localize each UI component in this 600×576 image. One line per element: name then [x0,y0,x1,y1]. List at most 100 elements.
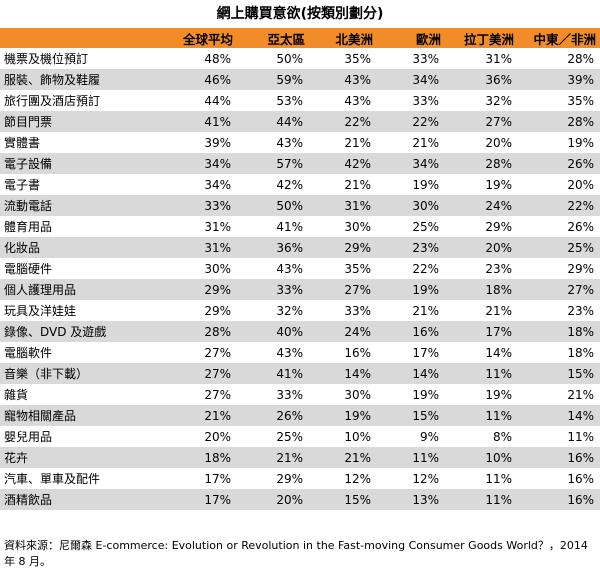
column-header-latin-america: 拉丁美洲 [445,28,518,48]
category-cell: 機票及機位預訂 [0,48,175,69]
value-cell: 22% [377,111,445,132]
value-cell: 33% [377,48,445,69]
value-cell: 16% [309,342,377,363]
category-cell: 玩具及洋娃娃 [0,300,175,321]
value-cell: 11% [445,363,518,384]
table-row: 寵物相關產品 21% 26% 19% 15% 11% 14% [0,405,600,426]
value-cell: 57% [237,153,309,174]
value-cell: 50% [237,195,309,216]
value-cell: 44% [175,90,237,111]
value-cell: 32% [237,300,309,321]
value-cell: 35% [309,258,377,279]
value-cell: 29% [445,216,518,237]
value-cell: 19% [445,174,518,195]
table-row: 電腦軟件 27% 43% 16% 17% 14% 18% [0,342,600,363]
value-cell: 11% [445,405,518,426]
value-cell: 23% [445,258,518,279]
value-cell: 39% [175,132,237,153]
value-cell: 26% [237,405,309,426]
value-cell: 43% [237,132,309,153]
category-cell: 電腦軟件 [0,342,175,363]
value-cell: 32% [445,90,518,111]
value-cell: 40% [237,321,309,342]
value-cell: 36% [237,237,309,258]
table-row: 服裝、飾物及鞋履 46% 59% 43% 34% 36% 39% [0,69,600,90]
value-cell: 30% [309,384,377,405]
column-header-north-america: 北美洲 [309,28,377,48]
value-cell: 21% [309,447,377,468]
value-cell: 21% [309,132,377,153]
value-cell: 42% [309,153,377,174]
table-row: 個人護理用品 29% 33% 27% 19% 18% 27% [0,279,600,300]
table-row: 機票及機位預訂 48% 50% 35% 33% 31% 28% [0,48,600,69]
value-cell: 41% [175,111,237,132]
value-cell: 25% [377,216,445,237]
value-cell: 33% [175,195,237,216]
value-cell: 15% [518,363,600,384]
category-cell: 化妝品 [0,237,175,258]
column-header-category [0,28,175,48]
table-row: 化妝品 31% 36% 29% 23% 20% 25% [0,237,600,258]
category-cell: 汽車、單車及配件 [0,468,175,489]
value-cell: 31% [175,237,237,258]
value-cell: 17% [445,321,518,342]
value-cell: 44% [237,111,309,132]
value-cell: 31% [175,216,237,237]
category-cell: 電腦硬件 [0,258,175,279]
value-cell: 41% [237,216,309,237]
value-cell: 18% [518,321,600,342]
category-cell: 服裝、飾物及鞋履 [0,69,175,90]
value-cell: 43% [309,90,377,111]
value-cell: 19% [445,384,518,405]
value-cell: 29% [309,237,377,258]
value-cell: 27% [445,111,518,132]
value-cell: 34% [175,153,237,174]
value-cell: 21% [237,447,309,468]
column-header-europe: 歐洲 [377,28,445,48]
value-cell: 42% [237,174,309,195]
value-cell: 59% [237,69,309,90]
value-cell: 25% [518,237,600,258]
table-title: 網上購買意欲(按類別劃分) [216,6,384,22]
header-row: 全球平均 亞太區 北美洲 歐洲 拉丁美洲 中東／非洲 [0,28,600,48]
value-cell: 19% [377,174,445,195]
value-cell: 43% [237,258,309,279]
value-cell: 13% [377,489,445,510]
value-cell: 16% [377,321,445,342]
value-cell: 34% [377,153,445,174]
table-row: 體育用品 31% 41% 30% 25% 29% 26% [0,216,600,237]
value-cell: 46% [175,69,237,90]
value-cell: 17% [175,489,237,510]
value-cell: 29% [237,468,309,489]
value-cell: 29% [175,300,237,321]
value-cell: 11% [445,468,518,489]
value-cell: 16% [518,468,600,489]
table-row: 節目門票 41% 44% 22% 22% 27% 28% [0,111,600,132]
value-cell: 19% [377,384,445,405]
table-row: 玩具及洋娃娃 29% 32% 33% 21% 21% 23% [0,300,600,321]
value-cell: 27% [175,342,237,363]
value-cell: 21% [518,384,600,405]
table-row: 電子設備 34% 57% 42% 34% 28% 26% [0,153,600,174]
source-note: 資料來源：尼爾森 E-commerce: Evolution or Revolu… [4,539,588,568]
value-cell: 21% [175,405,237,426]
table-row: 實體書 39% 43% 21% 21% 20% 19% [0,132,600,153]
value-cell: 22% [309,111,377,132]
value-cell: 21% [445,300,518,321]
category-cell: 體育用品 [0,216,175,237]
value-cell: 8% [445,426,518,447]
value-cell: 36% [445,69,518,90]
purchase-intent-table: 全球平均 亞太區 北美洲 歐洲 拉丁美洲 中東／非洲 機票及機位預訂 48% 50%… [0,28,600,510]
value-cell: 33% [309,300,377,321]
value-cell: 10% [309,426,377,447]
value-cell: 34% [175,174,237,195]
table-row: 汽車、單車及配件 17% 29% 12% 12% 11% 16% [0,468,600,489]
value-cell: 41% [237,363,309,384]
value-cell: 29% [175,279,237,300]
value-cell: 21% [377,132,445,153]
value-cell: 43% [237,342,309,363]
value-cell: 27% [175,363,237,384]
value-cell: 15% [309,489,377,510]
value-cell: 28% [518,48,600,69]
table-row: 雜貨 27% 33% 30% 19% 19% 21% [0,384,600,405]
